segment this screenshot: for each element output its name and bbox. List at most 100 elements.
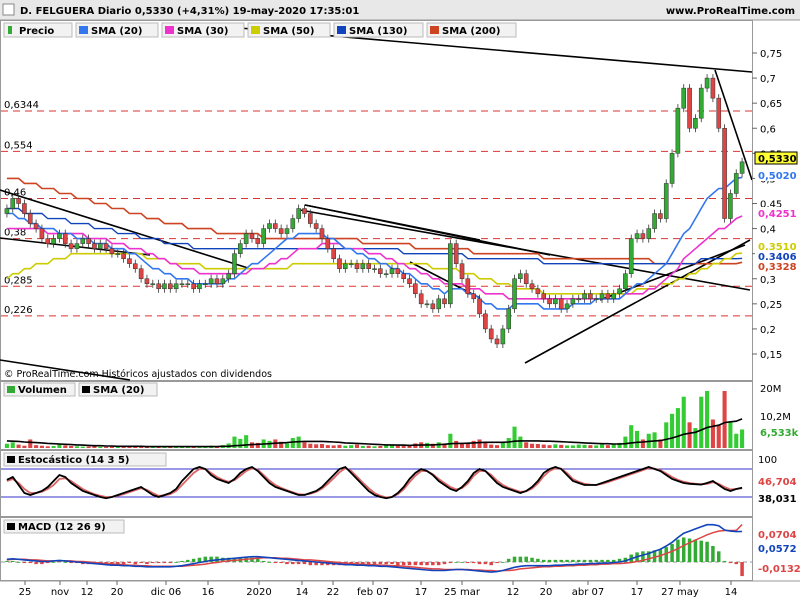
candle-body [16, 198, 21, 204]
volume-bar [605, 445, 610, 448]
macd-hist-bar [664, 547, 668, 562]
legend-label: SMA (50) [263, 26, 314, 37]
macd-hist-bar [623, 557, 628, 562]
site-url: www.ProRealTime.com [666, 6, 795, 17]
sub-legend-item [3, 452, 167, 467]
price-tick-label: 0,7 [760, 74, 776, 85]
volume-bar [98, 446, 103, 448]
candle-body [144, 278, 150, 285]
macd-hist-bar [734, 562, 738, 565]
header-menu-icon[interactable] [2, 3, 15, 16]
stoch-tick-label: 38,031 [758, 494, 797, 505]
volume-bar [302, 442, 307, 448]
candle-body [553, 298, 558, 305]
x-tick-label: 2020 [246, 587, 271, 598]
candle-body [10, 198, 16, 209]
candle-body [284, 228, 290, 234]
macd-hist-bar [652, 550, 657, 562]
macd-hist-bar [687, 538, 692, 562]
candle-body [652, 213, 657, 229]
candle-body [488, 328, 494, 340]
volume-bar [576, 444, 581, 448]
candle-body [278, 228, 284, 234]
volume-bar [34, 445, 39, 448]
candle-body [582, 293, 587, 300]
volume-bar [465, 442, 470, 448]
macd-hist-bar [641, 551, 645, 562]
macd-hist-bar [256, 558, 260, 562]
candle-body [576, 298, 582, 301]
candle-body [401, 273, 406, 280]
legend-swatch [79, 26, 88, 34]
macd-hist-bar [209, 556, 213, 562]
candle-body [436, 298, 441, 310]
price-tag-label: 0,4251 [758, 209, 797, 220]
candle-body [138, 268, 144, 280]
price-tag-box [755, 169, 797, 181]
x-tick-label: nov [51, 587, 69, 598]
candle-body [383, 273, 389, 275]
header-bar [0, 0, 800, 20]
candle-body [197, 283, 202, 290]
macd-hist-bar [611, 559, 616, 562]
volume-bar [494, 445, 500, 448]
macd-hist-bar [436, 562, 441, 566]
candle-body [623, 273, 628, 290]
macd-hist-bar [156, 562, 161, 564]
macd-hist-bar [588, 559, 593, 562]
macd-hist-bar [46, 562, 50, 564]
x-tick-label: 14 [296, 587, 309, 598]
candle-body [588, 293, 593, 300]
price-tick-label: 0,45 [760, 200, 782, 211]
volume-bar [559, 444, 564, 448]
macd-hist-bar [16, 562, 21, 563]
volume-bar [728, 422, 733, 448]
volume-bar [705, 391, 710, 448]
volume-bar [529, 443, 535, 448]
x-axis: 25 nov 12 20 dic 06 16 2020 14 22 feb 07 17 25 mar 1… [19, 581, 737, 598]
volume-bar [366, 445, 371, 448]
macd-hist-bar [448, 562, 453, 564]
candle-body [617, 288, 622, 295]
volume-bar [51, 446, 56, 448]
macd-hist-bar [291, 562, 295, 565]
trendline [524, 239, 751, 364]
candle-body [477, 298, 482, 315]
macd-hist-bar [378, 562, 383, 565]
legend-label: SMA (130) [349, 26, 407, 37]
level-label: 0,554 [4, 140, 33, 151]
sub-legend-item [78, 382, 158, 397]
macd-hist-bar [553, 559, 558, 562]
volume-bar [681, 396, 686, 448]
volume-bar [670, 413, 675, 448]
candle-body [360, 263, 366, 269]
candle-body [739, 161, 745, 174]
candle-body [86, 238, 91, 244]
candle-body [570, 298, 576, 305]
volume-tick-label: 6,533k [760, 428, 799, 439]
volume-bar [640, 439, 645, 448]
volume-bar [477, 439, 482, 448]
macd-hist-bar [273, 562, 278, 564]
candle-body [68, 243, 74, 249]
macd-hist-bar [536, 558, 540, 562]
candle-body [273, 223, 278, 229]
candle-body [564, 303, 570, 310]
volume-bar [80, 446, 85, 448]
macd-hist-bar [308, 562, 313, 566]
volume-bar [319, 444, 325, 448]
volume-bar [121, 446, 126, 448]
legend-item [247, 22, 331, 38]
macd-hist-bar [512, 556, 517, 562]
macd-hist-bar [110, 562, 114, 565]
x-tick-label: 12 [507, 587, 520, 598]
candle-body [541, 293, 546, 300]
candle-body [132, 263, 138, 269]
volume-bar [600, 444, 605, 448]
candle-body [372, 268, 377, 270]
macd-hist-bar [600, 559, 604, 562]
macd-hist-bar [191, 558, 196, 562]
sub-legend-swatch [7, 386, 15, 393]
macd-hist-bar [63, 562, 68, 563]
candle-body [424, 303, 430, 306]
